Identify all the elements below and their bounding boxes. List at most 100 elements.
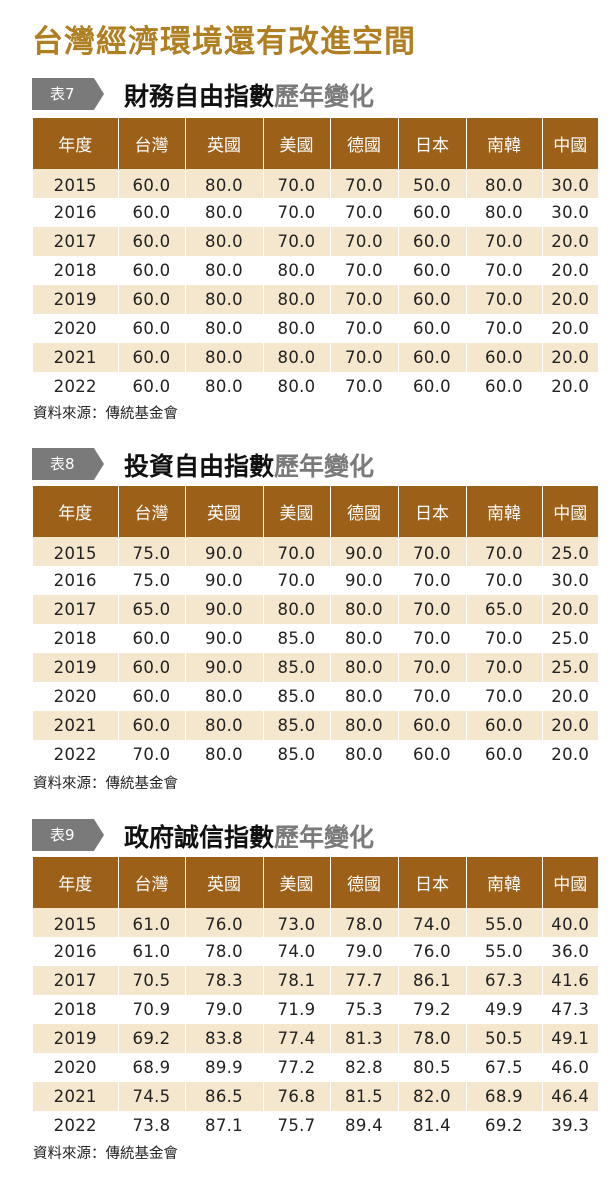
value-cell: 70.0 [329, 314, 398, 343]
table-badge: 表7 [32, 78, 104, 110]
value-cell: 60.0 [397, 285, 466, 314]
value-cell: 83.8 [184, 1024, 263, 1053]
value-cell: 25.0 [541, 537, 598, 566]
value-cell: 20.0 [541, 682, 598, 711]
column-header-country: 台灣 [117, 118, 185, 169]
value-cell: 70.0 [465, 653, 542, 682]
table-row: 2019 69.2 83.8 77.4 81.3 78.0 50.5 49.1 [33, 1024, 598, 1053]
value-cell: 30.0 [541, 566, 598, 595]
value-cell: 80.0 [465, 169, 542, 198]
value-cell: 70.0 [262, 169, 330, 198]
year-cell: 2016 [33, 198, 118, 227]
value-cell: 80.0 [465, 198, 542, 227]
value-cell: 67.3 [465, 966, 542, 995]
value-cell: 80.0 [184, 740, 263, 769]
column-header-country: 美國 [262, 857, 330, 908]
table-row: 2018 60.0 90.0 85.0 80.0 70.0 70.0 25.0 [33, 624, 598, 653]
value-cell: 86.5 [184, 1082, 263, 1111]
value-cell: 80.0 [329, 740, 398, 769]
section-title-suffix: 歷年變化 [274, 452, 375, 481]
value-cell: 60.0 [117, 682, 185, 711]
value-cell: 80.0 [184, 343, 263, 372]
column-header-country: 台灣 [117, 486, 185, 537]
value-cell: 70.0 [397, 682, 466, 711]
table-row: 2016 61.0 78.0 74.0 79.0 76.0 55.0 36.0 [33, 937, 598, 966]
data-table: 年度 台灣 英國 美國 德國 日本 南韓 中國 2015 60.0 80.0 70.0 70.0 50.… [33, 118, 598, 401]
value-cell: 70.0 [465, 682, 542, 711]
column-header-country: 日本 [397, 486, 466, 537]
value-cell: 90.0 [184, 566, 263, 595]
table-header-row: 年度 台灣 英國 美國 德國 日本 南韓 中國 [33, 118, 598, 169]
year-cell: 2021 [33, 343, 118, 372]
year-cell: 2015 [33, 537, 118, 566]
value-cell: 90.0 [184, 653, 263, 682]
year-cell: 2020 [33, 1053, 118, 1082]
value-cell: 80.0 [262, 285, 330, 314]
section-financial-freedom: 表7 財務自由指數歷年變化 年度 台灣 英國 美國 德國 日本 南韓 中國 2015 60.0 8… [0, 74, 611, 422]
value-cell: 70.0 [329, 285, 398, 314]
value-cell: 70.0 [465, 314, 542, 343]
value-cell: 70.0 [329, 227, 398, 256]
table-row: 2022 60.0 80.0 80.0 70.0 60.0 60.0 20.0 [33, 372, 598, 401]
value-cell: 60.0 [397, 314, 466, 343]
value-cell: 70.0 [262, 537, 330, 566]
value-cell: 60.0 [117, 372, 185, 401]
value-cell: 65.0 [465, 595, 542, 624]
year-cell: 2017 [33, 595, 118, 624]
year-cell: 2019 [33, 285, 118, 314]
value-cell: 70.0 [397, 653, 466, 682]
section-title-suffix: 歷年變化 [274, 82, 375, 111]
table-row: 2018 60.0 80.0 80.0 70.0 60.0 70.0 20.0 [33, 256, 598, 285]
year-cell: 2018 [33, 624, 118, 653]
year-cell: 2017 [33, 966, 118, 995]
value-cell: 80.0 [262, 314, 330, 343]
column-header-year: 年度 [33, 486, 118, 537]
value-cell: 60.0 [117, 711, 185, 740]
table-badge: 表8 [32, 448, 104, 480]
value-cell: 70.0 [262, 566, 330, 595]
value-cell: 82.8 [329, 1053, 398, 1082]
table-row: 2015 60.0 80.0 70.0 70.0 50.0 80.0 30.0 [33, 169, 598, 198]
table-row: 2016 75.0 90.0 70.0 90.0 70.0 70.0 30.0 [33, 566, 598, 595]
value-cell: 20.0 [541, 740, 598, 769]
value-cell: 50.5 [465, 1024, 542, 1053]
column-header-country: 英國 [184, 857, 263, 908]
value-cell: 74.5 [117, 1082, 185, 1111]
value-cell: 70.0 [117, 740, 185, 769]
value-cell: 74.0 [397, 908, 466, 937]
value-cell: 60.0 [117, 343, 185, 372]
value-cell: 20.0 [541, 595, 598, 624]
column-header-country: 中國 [541, 486, 598, 537]
column-header-country: 中國 [541, 857, 598, 908]
year-cell: 2021 [33, 711, 118, 740]
value-cell: 60.0 [117, 285, 185, 314]
value-cell: 25.0 [541, 653, 598, 682]
value-cell: 80.0 [262, 343, 330, 372]
value-cell: 69.2 [117, 1024, 185, 1053]
value-cell: 60.0 [117, 227, 185, 256]
year-cell: 2015 [33, 908, 118, 937]
value-cell: 80.0 [184, 285, 263, 314]
value-cell: 65.0 [117, 595, 185, 624]
value-cell: 76.0 [184, 908, 263, 937]
table-row: 2017 70.5 78.3 78.1 77.7 86.1 67.3 41.6 [33, 966, 598, 995]
value-cell: 70.0 [465, 285, 542, 314]
value-cell: 80.0 [329, 624, 398, 653]
year-cell: 2015 [33, 169, 118, 198]
value-cell: 46.0 [541, 1053, 598, 1082]
value-cell: 82.0 [397, 1082, 466, 1111]
value-cell: 80.0 [184, 169, 263, 198]
column-header-country: 日本 [397, 857, 466, 908]
value-cell: 70.0 [465, 566, 542, 595]
value-cell: 80.5 [397, 1053, 466, 1082]
value-cell: 70.0 [465, 537, 542, 566]
value-cell: 70.9 [117, 995, 185, 1024]
value-cell: 70.0 [397, 595, 466, 624]
value-cell: 77.4 [262, 1024, 330, 1053]
value-cell: 81.5 [329, 1082, 398, 1111]
value-cell: 20.0 [541, 285, 598, 314]
year-cell: 2021 [33, 1082, 118, 1111]
column-header-country: 台灣 [117, 857, 185, 908]
value-cell: 49.9 [465, 995, 542, 1024]
table-row: 2022 73.8 87.1 75.7 89.4 81.4 69.2 39.3 [33, 1111, 598, 1140]
